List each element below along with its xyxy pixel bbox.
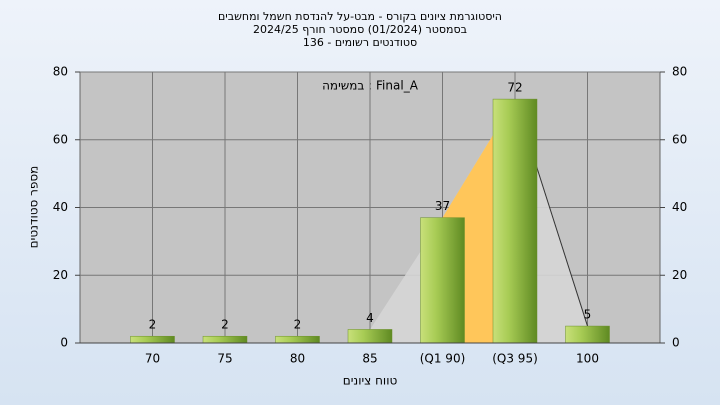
- data-label: 2: [294, 318, 302, 332]
- bar: [420, 217, 465, 344]
- bar: [492, 98, 538, 344]
- data-label: 5: [584, 308, 592, 322]
- y-axis-label: מספר סטודנטים: [27, 166, 41, 249]
- y2-tick-label: 40: [672, 200, 687, 214]
- bar: [565, 325, 610, 344]
- data-label: 37: [435, 199, 450, 213]
- title-line: היסטוגרמת ציונים בקורס - מבט-על להנדסת ח…: [218, 10, 502, 23]
- x-tick-label: (Q1 90): [420, 352, 466, 366]
- bar: [275, 335, 320, 344]
- y2-tick-label: 80: [672, 65, 687, 79]
- y2-tick-label: 0: [672, 336, 680, 350]
- bar: [130, 335, 175, 344]
- x-tick-label: 85: [362, 352, 377, 366]
- data-label: 2: [221, 318, 229, 332]
- y-tick-label: 60: [53, 132, 68, 146]
- y-tick-label: 40: [53, 200, 68, 214]
- title-line: בסמסטר (01/2024) סמסטר חורף 2024/25: [253, 23, 467, 36]
- y2-tick-label: 60: [672, 132, 687, 146]
- x-tick-label: 80: [290, 352, 305, 366]
- data-label: 72: [507, 81, 522, 95]
- y-tick-label: 0: [60, 336, 68, 350]
- data-label: 2: [149, 318, 157, 332]
- y-tick-label: 20: [53, 268, 68, 282]
- title-line: סטודנטים רשומים - 136: [303, 36, 417, 49]
- y-tick-label: 80: [53, 65, 68, 79]
- x-tick-label: 75: [217, 352, 232, 366]
- x-axis-label: טווח ציונים: [343, 374, 398, 388]
- x-tick-label: 70: [145, 352, 160, 366]
- bar: [347, 329, 393, 344]
- data-label: 4: [366, 311, 374, 325]
- bar: [202, 335, 248, 344]
- x-tick-label: (Q3 95): [492, 352, 538, 366]
- y2-tick-label: 20: [672, 268, 687, 282]
- x-tick-label: 100: [576, 352, 599, 366]
